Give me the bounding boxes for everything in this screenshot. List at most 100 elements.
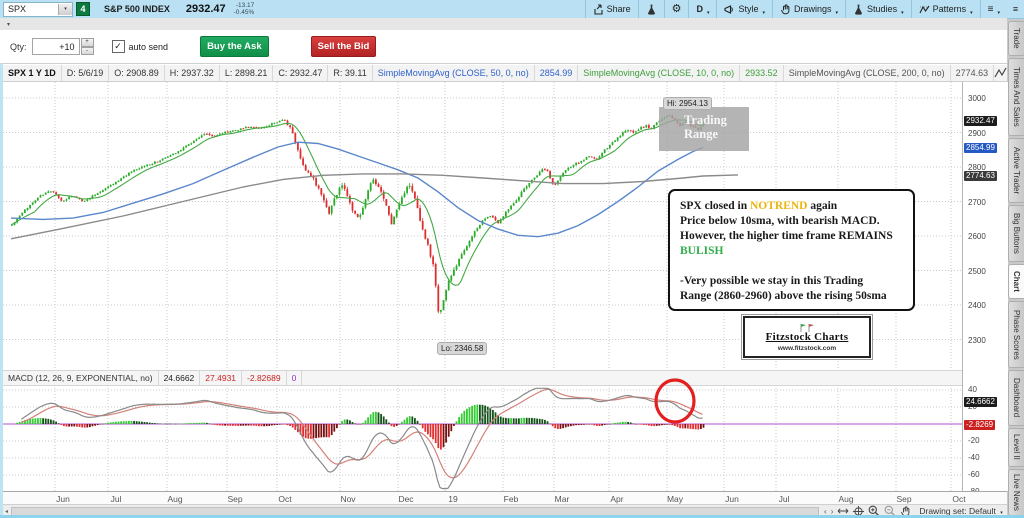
logo-title: Fitzstock Charts [765, 330, 849, 343]
flask-icon [646, 4, 657, 15]
drawings-label: Drawings [794, 4, 832, 14]
price-tick: 3000 [968, 94, 986, 103]
note-text: again [807, 200, 838, 212]
qty-label: Qty: [10, 41, 27, 52]
study-label: SimpleMovingAvg (CLOSE, 10, 0, no) [578, 65, 741, 81]
quantity-stepper[interactable]: +10 + - [31, 38, 94, 55]
qty-decrement-button[interactable]: - [80, 46, 94, 55]
share-icon [593, 3, 604, 15]
auto-send-checkbox[interactable]: ✓ [111, 40, 125, 53]
buy-ask-button[interactable]: Buy the Ask [200, 36, 269, 57]
period-high-label: Hi: 2954.13 [663, 97, 712, 110]
timeframe-button[interactable]: D ▾ [688, 0, 716, 18]
top-toolbar: SPX ▾ 4 S&P 500 INDEX 2932.47 -13.17 -0.… [0, 0, 1007, 19]
list-menu-button[interactable]: ≡ ▾ [979, 0, 1007, 18]
price-bubble: 2932.47 [964, 116, 997, 127]
chevron-down-icon: ▾ [901, 10, 904, 16]
price-tick: 2800 [968, 163, 986, 172]
zigzag-icon [919, 4, 930, 15]
symbol-select[interactable]: SPX ▾ [3, 1, 73, 17]
price-chart-canvas[interactable] [3, 82, 962, 370]
ohlc-field: R: 39.11 [328, 65, 373, 81]
sell-bid-button[interactable]: Sell the Bid [310, 36, 377, 57]
auto-send-label: auto send [128, 41, 169, 52]
crosshair-icon[interactable] [853, 505, 865, 517]
note-text: BULISH [680, 245, 724, 257]
macd-tick: 40 [968, 385, 977, 394]
chevron-down-icon: ▾ [835, 10, 839, 16]
chevron-down-icon: ▾ [762, 10, 766, 16]
trading-range-annotation[interactable]: Trading Range [659, 107, 749, 151]
hand-tool-icon[interactable] [900, 505, 911, 517]
study-label: SimpleMovingAvg (CLOSE, 200, 0, no) [784, 65, 951, 81]
price-axis[interactable]: 3000 2900 2800 2700 2600 2500 2400 2300 2932.47 2… [962, 82, 1008, 496]
sidebar-tab-live-news[interactable]: Live News [1008, 468, 1024, 516]
chevron-down-icon: ▾ [1000, 510, 1003, 516]
month-label: Mar [554, 494, 570, 504]
sidebar-tab-times-and-sales[interactable]: Times And Sales [1008, 57, 1024, 137]
price-tick: 2900 [968, 128, 986, 138]
qty-value[interactable]: +10 [31, 38, 80, 55]
company-name: S&P 500 INDEX [104, 4, 170, 14]
time-axis[interactable]: Jun Jul Aug Sep Oct Nov Dec 19 Feb Mar Apr May Jun Ju… [3, 491, 1007, 505]
note-line: SPX closed in NOTREND again [680, 199, 913, 214]
macd-tick: -20 [968, 436, 980, 445]
pattern-tool-button[interactable] [994, 65, 1007, 81]
scroll-left-icon[interactable]: ◂ [5, 508, 9, 515]
pan-left-button[interactable]: ‹ [824, 506, 827, 516]
share-button[interactable]: Share [584, 0, 638, 18]
patterns-button[interactable]: Patterns ▾ [910, 0, 980, 18]
study-value: 2774.63 [951, 65, 995, 81]
sidebar-tab-active-trader[interactable]: Active Trader [1008, 138, 1024, 204]
chevron-down-icon: ▾ [7, 21, 11, 28]
note-text: SPX closed in [680, 200, 750, 212]
study-value: 2933.52 [740, 65, 784, 81]
drawings-button[interactable]: Drawings ▾ [772, 0, 845, 18]
macd-bubble: 24.6662 [964, 397, 997, 408]
flask-button[interactable] [637, 0, 664, 18]
sidebar-tab-phase-scores[interactable]: Phase Scores [1008, 300, 1024, 369]
style-button[interactable]: Style ▾ [716, 0, 772, 18]
sidebar-tab-chart[interactable]: Chart [1008, 264, 1024, 299]
sidebar-tab-big-buttons[interactable]: Big Buttons [1008, 205, 1024, 263]
sidebar-tab-trade[interactable]: Trade [1008, 21, 1024, 56]
month-label: Sep [896, 494, 912, 504]
chevron-down-icon: ▾ [997, 10, 1000, 16]
note-line: Price below 10sma, with bearish MACD. [680, 214, 913, 229]
month-label: Aug [838, 494, 854, 504]
chevron-down-icon: ▾ [706, 10, 710, 16]
drawing-set-selector[interactable]: Drawing set: Default ▾ [919, 506, 1002, 516]
sidebar-menu-button[interactable]: ≡ [1007, 0, 1024, 19]
annotation-circle[interactable] [646, 377, 702, 427]
price-bubble: 2774.63 [964, 170, 997, 181]
price-tick: 2600 [968, 232, 986, 241]
macd-chart-canvas[interactable] [3, 385, 962, 491]
month-label: Jul [110, 494, 122, 504]
qty-increment-button[interactable]: + [80, 38, 94, 47]
note-text: Range (2860-2960) above the rising 50sma [680, 290, 887, 302]
expand-horizontal-icon[interactable] [837, 506, 849, 516]
note-line [680, 259, 913, 274]
note-line: BULISH [680, 244, 913, 259]
sidebar-tab-dashboard[interactable]: Dashboard [1008, 370, 1024, 426]
ohlc-field: L: 2898.21 [220, 65, 274, 81]
symbol-value: SPX [8, 4, 27, 14]
macd-bubble: -2.8269 [964, 420, 996, 431]
studies-button[interactable]: Studies ▾ [845, 0, 911, 18]
month-label: Oct [952, 494, 966, 504]
analysis-note-box[interactable]: SPX closed in NOTREND again Price below 1… [668, 189, 915, 311]
note-line: However, the higher time frame REMAINS [680, 229, 913, 244]
month-label: May [666, 494, 684, 504]
month-label: Nov [340, 494, 356, 504]
sidebar-tab-level-ii[interactable]: Level II [1008, 427, 1024, 467]
settings-button[interactable]: ⚙ [663, 0, 689, 18]
megaphone-icon [724, 4, 735, 15]
month-label: Jun [56, 494, 70, 504]
order-entry-row: Qty: +10 + - ✓ auto send Buy the Ask Sel… [0, 30, 1007, 63]
chevron-down-icon[interactable]: ▾ [58, 3, 72, 15]
hand-icon [780, 3, 791, 15]
note-text: NOTREND [749, 200, 808, 212]
pan-right-button[interactable]: › [830, 506, 834, 516]
change-abs: -13.17 [235, 1, 255, 9]
